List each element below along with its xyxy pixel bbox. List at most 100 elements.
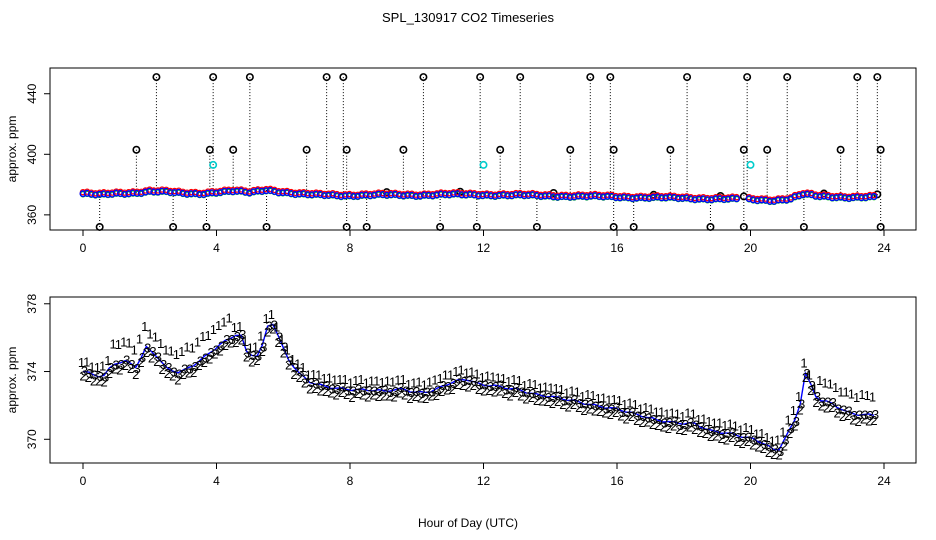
series-3-point: 3	[471, 374, 478, 389]
high-outlier-point	[516, 73, 525, 82]
series-1-point: 1	[104, 353, 111, 368]
series-3-point: 3	[260, 339, 267, 354]
series-2-point: 2	[248, 354, 255, 369]
series-1-point: 1	[400, 372, 407, 387]
series-1-point: 1	[695, 412, 702, 427]
series-2-point: 2	[649, 417, 656, 432]
series-2-point: 2	[470, 378, 477, 393]
high-outlier-point	[606, 73, 615, 82]
series-3-point: 3	[207, 345, 214, 360]
series-1-point: 1	[500, 371, 507, 386]
series-3-point: 3	[677, 418, 684, 433]
series-3-point	[350, 192, 358, 200]
series-3-point: 3	[450, 376, 457, 391]
series-1-point: 1	[732, 418, 739, 433]
series-3-point: 3	[745, 430, 752, 445]
series-3-point: 3	[534, 388, 541, 403]
series-2-point: 2	[543, 394, 550, 409]
series-3-point	[275, 189, 283, 197]
series-2-point: 2	[554, 394, 561, 409]
series-2-point: 2	[696, 425, 703, 440]
low-outlier-point	[799, 222, 808, 231]
series-3-point: 3	[302, 371, 309, 386]
series-1-point: 1	[632, 397, 639, 412]
series-3-point	[516, 191, 524, 199]
high-outlier-point	[743, 73, 752, 82]
series-3-point: 3	[571, 392, 578, 407]
trend-line	[82, 323, 875, 451]
series-1-point: 1	[468, 364, 475, 379]
series-1-point: 1	[626, 395, 633, 410]
series-1-point: 1	[294, 357, 301, 372]
series-3-point	[620, 193, 628, 201]
mid-outlier-point	[229, 145, 238, 154]
series-2-point: 2	[412, 389, 419, 404]
series-3-point	[837, 193, 845, 201]
series-3-point	[196, 190, 204, 198]
high-outlier-point	[419, 73, 428, 82]
series-1-point: 1	[394, 372, 401, 387]
series-2-point: 2	[586, 401, 593, 416]
series-3-point	[254, 187, 262, 195]
series-3-point	[179, 189, 187, 197]
mid-outlier-point	[399, 145, 408, 154]
series-3-point	[683, 194, 691, 202]
series-1-point: 1	[584, 387, 591, 402]
series-2-point: 2	[190, 365, 197, 380]
series-1-point: 1	[537, 380, 544, 395]
mid-outlier-point	[763, 145, 772, 154]
series-3-point: 3	[661, 416, 668, 431]
series-1-point: 1	[684, 406, 691, 421]
series-1-point: 1	[811, 382, 818, 397]
series-3-point	[266, 186, 274, 194]
series-3-point	[624, 194, 632, 202]
series-2-point: 2	[538, 394, 545, 409]
series-3-point	[562, 192, 570, 200]
series-3-point: 3	[814, 389, 821, 404]
series-2-point: 2	[253, 353, 260, 368]
series-2-point: 2	[491, 385, 498, 400]
series-2-point: 2	[612, 405, 619, 420]
series-1-point: 1	[753, 426, 760, 441]
series-2-point: 2	[517, 389, 524, 404]
series-3-point: 3	[856, 407, 863, 422]
y-tick-label: 360	[25, 205, 39, 225]
series-1-point: 1	[410, 375, 417, 390]
chart-title: SPL_130917 CO2 Timeseries	[382, 10, 554, 25]
series-3-point: 3	[608, 401, 615, 416]
series-2-point: 2	[354, 386, 361, 401]
series-3-point: 3	[555, 389, 562, 404]
series-1-point: 1	[415, 375, 422, 390]
series-3-point	[604, 192, 612, 200]
series-1-point: 1	[384, 374, 391, 389]
series-2-point: 2	[844, 408, 851, 423]
bottom-marks: 1231231231231231231231231231231231231231…	[78, 307, 879, 463]
series-3-point	[812, 192, 820, 200]
series-1-point: 1	[600, 391, 607, 406]
series-3-point: 3	[566, 393, 573, 408]
series-1-point: 1	[131, 342, 138, 357]
series-2-point: 2	[232, 335, 239, 350]
high-outlier-point	[476, 73, 485, 82]
series-1-point: 1	[800, 356, 807, 371]
bottom-panel: 1231231231231231231231231231231231231231…	[5, 293, 917, 530]
high-outlier-point	[152, 73, 161, 82]
series-2-point: 2	[712, 429, 719, 444]
low-outlier-point	[609, 222, 618, 231]
series-2-point: 2	[433, 388, 440, 403]
series-3-point	[728, 194, 736, 202]
series-2-point: 2	[786, 426, 793, 441]
series-2-point: 2	[580, 403, 587, 418]
y-tick-label: 378	[25, 293, 39, 313]
series-2-point: 2	[127, 361, 134, 376]
series-2-point: 2	[238, 332, 245, 347]
series-2-point: 2	[153, 354, 160, 369]
y-tick-label: 440	[25, 83, 39, 103]
series-3-point	[362, 191, 370, 199]
series-2-point: 2	[717, 431, 724, 446]
series-3-point: 3	[872, 407, 879, 422]
series-1-point: 1	[368, 374, 375, 389]
series-2-point: 2	[833, 406, 840, 421]
bottom-y-axis: 370 374 378	[25, 293, 50, 449]
x-tick-label: 4	[213, 474, 220, 488]
